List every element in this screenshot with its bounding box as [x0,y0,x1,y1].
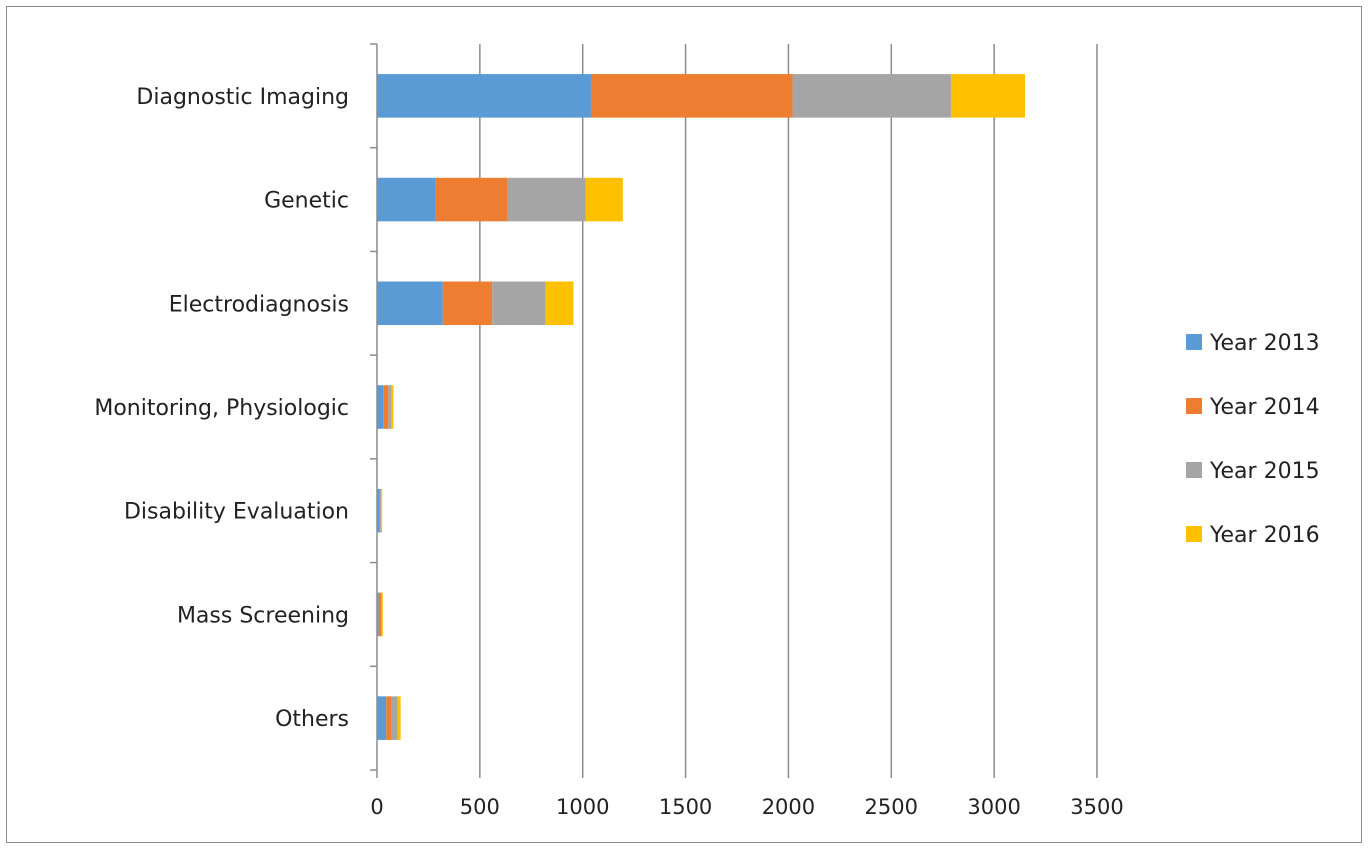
x-tick-label-1500: 1500 [659,795,712,819]
bar-diagnostic-imaging-year-2014 [590,74,793,118]
bars [377,74,1025,740]
category-label: Genetic [264,189,349,214]
legend-swatch-year-2014 [1186,398,1202,414]
bar-electrodiagnosis-year-2016 [545,281,574,326]
bar-genetic-year-2014 [435,177,508,222]
bar-disability-evaluation-year-2016 [381,488,383,533]
legend-label-year-2013: Year 2013 [1209,331,1320,356]
x-tick-label-500: 500 [460,795,500,819]
bar-disability-evaluation-year-2014 [379,488,381,533]
legend-label-year-2014: Year 2014 [1209,395,1320,420]
axes [370,43,1098,778]
x-tick-label-3500: 3500 [1070,795,1123,819]
category-label: Mass Screening [177,603,349,628]
bar-diagnostic-imaging-year-2016 [950,74,1025,118]
bar-electrodiagnosis-year-2015 [492,281,546,326]
bar-mass-screening-year-2013 [377,592,379,637]
category-label: Diagnostic Imaging [136,85,349,110]
bar-others-year-2013 [377,696,387,740]
category-label: Disability Evaluation [124,500,349,525]
x-tick-label-2500: 2500 [865,795,918,819]
legend-swatch-year-2013 [1186,334,1202,350]
legend-label-year-2016: Year 2016 [1209,523,1320,548]
bar-mass-screening-year-2016 [381,592,383,637]
bar-disability-evaluation-year-2015 [380,488,382,533]
legend-label-year-2015: Year 2015 [1209,459,1320,484]
bar-genetic-year-2016 [585,177,623,222]
bar-diagnostic-imaging-year-2013 [377,74,591,118]
bar-mass-screening-year-2014 [378,592,382,637]
bar-monitoring-physiologic-year-2015 [388,385,392,429]
legend-swatch-year-2016 [1186,526,1202,542]
bar-others-year-2014 [386,696,392,740]
legend-swatch-year-2015 [1186,462,1202,478]
chart-frame [6,6,1362,843]
x-tick-label-3000: 3000 [967,795,1020,819]
x-tick-label-2000: 2000 [762,795,815,819]
bar-genetic-year-2015 [507,177,586,222]
gridlines [479,44,1098,770]
bar-monitoring-physiologic-year-2016 [391,385,394,429]
bar-others-year-2015 [391,696,398,740]
x-tick-label-1000: 1000 [556,795,609,819]
bar-monitoring-physiologic-year-2013 [377,385,384,429]
category-label: Monitoring, Physiologic [94,396,349,421]
bar-genetic-year-2013 [377,177,436,222]
legend: Year 2013 Year 2014 Year 2015 Year 2016 [1186,331,1320,548]
bar-electrodiagnosis-year-2014 [442,281,493,326]
bar-others-year-2016 [397,696,401,740]
x-tick-label-0: 0 [370,795,383,819]
bar-diagnostic-imaging-year-2015 [792,74,951,118]
labels: 0 500 1000 1500 2000 2500 3000 3500 Diagnostic I… [94,85,1123,819]
category-label: Others [275,707,349,732]
category-label: Electrodiagnosis [169,292,349,317]
bar-monitoring-physiologic-year-2014 [383,385,389,429]
bar-electrodiagnosis-year-2013 [377,281,443,326]
bar-mass-screening-year-2015 [381,592,382,637]
bar-disability-evaluation-year-2013 [377,488,380,533]
